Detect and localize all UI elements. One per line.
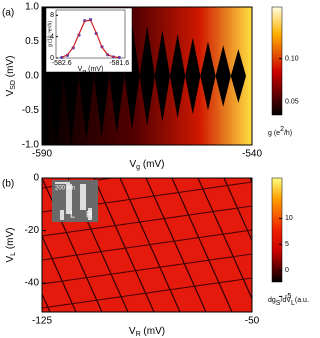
scale-label: 200 nm <box>55 186 75 192</box>
y-axis-label: VL (mV) <box>5 227 18 262</box>
colorbar-label: g (e2/h) <box>268 126 292 137</box>
label-part: dg <box>268 297 276 304</box>
transition-line <box>145 178 207 312</box>
y-axis-label: VSD (mV) <box>5 56 18 97</box>
x-tick-label: -125 <box>32 316 52 327</box>
label-part: g (e <box>268 130 280 137</box>
x-axis-label: VR (mV) <box>129 326 165 338</box>
gate <box>88 208 92 220</box>
label-part: g <box>82 69 86 76</box>
label-part: R <box>136 331 141 338</box>
inset-x-tick-label: -582.6 <box>52 60 72 67</box>
label-part: L <box>291 300 295 307</box>
inset-y-tick-label: 0 <box>50 55 54 62</box>
label-part: g <box>136 164 140 171</box>
label-part: (a.u.) <box>295 297 309 304</box>
colorbar-tick-label: 10 <box>285 215 293 222</box>
plot-frame <box>41 177 253 313</box>
x-axis-label: Vg (mV) <box>129 159 164 172</box>
colorbar-tick-label: 5 <box>285 241 289 248</box>
colorbar-tick-label: 0.10 <box>285 55 299 62</box>
diamond <box>200 41 216 111</box>
diamond <box>170 33 186 119</box>
y-tick-label: -0.5 <box>22 105 40 116</box>
diamond <box>185 37 201 115</box>
y-tick-label: 0 <box>33 173 39 184</box>
label-part: /h) <box>284 130 292 137</box>
transition-line <box>197 178 252 301</box>
diamond <box>230 49 246 103</box>
y-tick-label: -40 <box>25 278 40 289</box>
label-part: SD <box>10 80 17 90</box>
gate <box>80 184 86 210</box>
y-tick-label: -1.0 <box>22 140 40 151</box>
diamond <box>154 30 170 122</box>
inset-y-label: g (10⁻³e²/h) <box>47 21 53 47</box>
diamond <box>139 26 155 126</box>
colorbar <box>271 6 283 116</box>
transition-line <box>171 178 233 312</box>
label-part: (mV) <box>140 159 164 170</box>
x-tick-label: -540 <box>242 149 262 160</box>
inset-x-tick-label: -581.6 <box>109 60 129 67</box>
colorbar-label: dgS/dVL(a.u.) <box>268 297 309 308</box>
y-tick-label: 0.5 <box>25 36 39 47</box>
inset-frame <box>55 9 126 59</box>
transition-line <box>42 205 252 237</box>
label-part: V <box>78 66 83 73</box>
y-tick-label: -20 <box>25 225 40 236</box>
gate <box>60 210 64 220</box>
inset-x-label: Vg (mV) <box>78 66 104 77</box>
diamond <box>215 45 231 107</box>
y-tick-label: 0.0 <box>25 71 39 82</box>
gate <box>66 184 72 214</box>
transition-line <box>93 178 155 312</box>
colorbar-tick-label: 0.05 <box>285 99 299 106</box>
label-part: V <box>129 326 136 337</box>
y-tick-label: 1.0 <box>25 2 39 13</box>
transition-line <box>223 178 252 243</box>
label-part: /dV <box>280 297 291 304</box>
label-part: (mV) <box>5 227 16 251</box>
label-part: (mV) <box>141 326 165 337</box>
inset-y-tick-label: 8 <box>50 12 54 19</box>
label-part: V <box>129 159 136 170</box>
colorbar-tick-label: 0 <box>285 267 289 274</box>
label-part: (mV) <box>86 66 103 73</box>
colorbar <box>271 177 283 283</box>
transition-line <box>42 277 252 309</box>
label-part: V <box>5 89 16 96</box>
label-part: L <box>10 252 17 256</box>
label-part: S <box>276 300 281 307</box>
inset-bg <box>45 7 133 73</box>
gate-label: R <box>86 209 93 219</box>
colorbar-tick-label: -5 <box>285 293 291 300</box>
figure: (a)-590 -540-1.0-0.50.00.51.0Vg (mV)VSD (… <box>2 2 309 338</box>
diamond <box>124 22 140 130</box>
label-part: V <box>5 256 16 263</box>
panel-label: (b) <box>2 179 14 190</box>
transition-line <box>42 234 77 312</box>
inset-y-tick-label: 4 <box>50 34 54 41</box>
transition-line <box>42 253 252 285</box>
label-part: 2 <box>280 126 284 133</box>
panel-label: (a) <box>2 8 14 19</box>
label-part: (mV) <box>5 56 16 80</box>
x-tick-label: -50 <box>245 316 260 327</box>
fit-line <box>61 19 120 59</box>
transition-line <box>42 229 252 261</box>
gate-label: L <box>70 209 75 219</box>
x-tick-label: -590 <box>32 149 52 160</box>
